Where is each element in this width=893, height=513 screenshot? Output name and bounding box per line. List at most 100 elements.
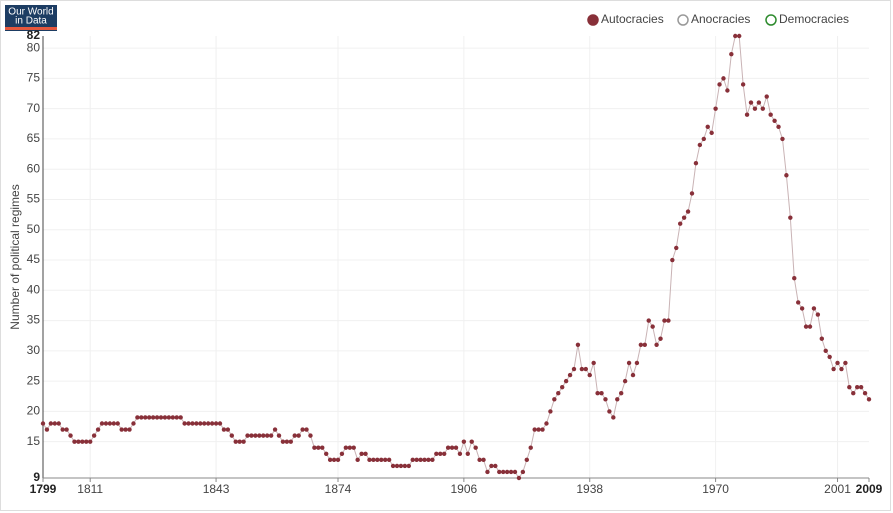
data-point [304, 427, 309, 432]
data-point [563, 378, 569, 384]
data-point [386, 457, 392, 463]
data-point [571, 366, 577, 372]
legend-marker[interactable] [587, 14, 599, 26]
data-point [343, 445, 349, 450]
y-tick-label: 25 [27, 373, 41, 387]
data-point [221, 427, 227, 432]
y-tick-label: 55 [27, 192, 41, 206]
data-point [241, 439, 246, 444]
data-point [95, 427, 101, 432]
data-point [320, 445, 325, 450]
data-point [619, 391, 624, 396]
data-point [383, 457, 388, 463]
data-point [147, 415, 152, 420]
data-point [390, 463, 396, 469]
data-point [324, 451, 329, 456]
data-point [858, 384, 864, 390]
x-tick-label: 1811 [77, 482, 103, 496]
legend-label[interactable]: Anocracies [691, 12, 750, 26]
data-point [225, 427, 231, 432]
legend-label[interactable]: Democracies [779, 12, 849, 26]
data-point [646, 318, 651, 323]
data-point [701, 136, 706, 142]
data-point [567, 372, 573, 378]
data-point [717, 82, 722, 87]
data-point [532, 427, 537, 432]
data-point [630, 372, 636, 378]
y-tick-label: 50 [27, 222, 41, 236]
data-point [536, 427, 541, 432]
data-point [583, 366, 588, 372]
data-point [40, 421, 46, 426]
data-point [261, 433, 266, 438]
data-point [862, 391, 868, 396]
data-point [760, 106, 765, 111]
data-point [190, 421, 195, 426]
y-tick-label: 70 [27, 101, 41, 115]
data-point [843, 360, 848, 366]
data-point [52, 421, 57, 426]
data-point [174, 415, 179, 420]
data-point [501, 469, 506, 475]
x-tick-label: 1970 [702, 482, 729, 496]
x-tick-label: 1874 [325, 482, 352, 496]
data-point [811, 306, 817, 311]
data-point [284, 439, 290, 444]
legend-marker[interactable] [765, 14, 777, 26]
data-point [414, 457, 419, 463]
data-point [756, 100, 762, 105]
data-point [748, 100, 754, 105]
data-point [438, 451, 443, 456]
data-point [579, 366, 585, 372]
y-tick-label: 80 [27, 40, 41, 54]
y-tick-label: 82 [27, 28, 41, 42]
data-point [375, 457, 380, 463]
data-point [272, 427, 278, 432]
data-point [823, 348, 828, 354]
data-point [209, 421, 215, 426]
data-point [158, 415, 164, 420]
legend-label[interactable]: Autocracies [601, 12, 664, 26]
data-point [139, 415, 144, 420]
data-point [803, 324, 809, 329]
data-point [233, 439, 238, 444]
data-point [410, 457, 415, 463]
data-point [371, 457, 376, 463]
data-point [638, 342, 644, 347]
data-point [257, 433, 262, 438]
data-point [784, 173, 789, 178]
data-point [135, 415, 140, 420]
data-point [245, 433, 250, 438]
data-point [237, 439, 242, 444]
data-point [182, 421, 187, 426]
data-point [776, 124, 781, 130]
data-point [131, 421, 136, 426]
data-point [544, 421, 549, 426]
data-point [280, 439, 286, 444]
data-point [497, 469, 502, 475]
data-point [312, 445, 317, 450]
data-point [213, 421, 219, 426]
data-point [780, 136, 785, 142]
data-point [481, 457, 486, 463]
x-tick-label: 1843 [203, 482, 230, 496]
data-point [367, 457, 372, 463]
legend-marker[interactable] [677, 14, 689, 26]
data-point [394, 463, 400, 469]
data-point [831, 366, 836, 372]
data-point [194, 421, 199, 426]
data-point [674, 245, 679, 251]
y-tick-label: 75 [27, 71, 41, 85]
data-point [335, 457, 341, 463]
data-point [469, 439, 474, 444]
data-point [426, 457, 431, 463]
data-point [457, 451, 463, 456]
y-tick-label: 15 [27, 434, 41, 448]
data-point [308, 433, 313, 438]
data-point [300, 427, 305, 432]
data-point [504, 469, 510, 475]
data-point [166, 415, 172, 420]
data-point [799, 306, 805, 311]
data-point [265, 433, 270, 438]
data-point [198, 421, 203, 426]
